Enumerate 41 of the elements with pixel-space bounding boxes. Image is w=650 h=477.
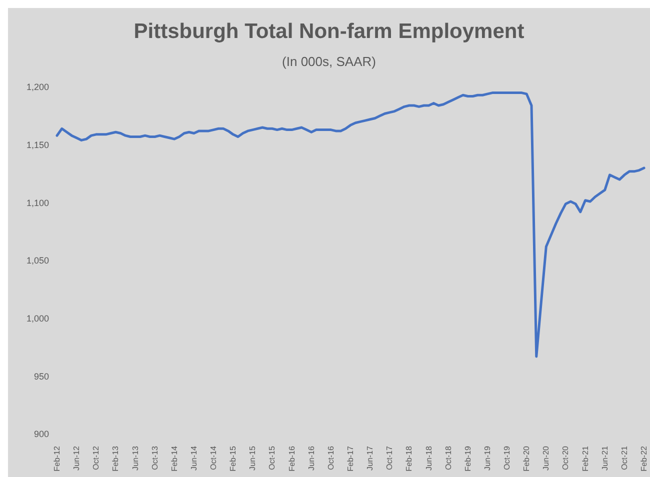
x-tick-label: Oct-21 — [620, 445, 629, 470]
x-tick-label: Jun-19 — [482, 445, 492, 470]
x-tick-label: Feb-19 — [463, 445, 472, 472]
x-tick-label: Oct-17 — [385, 445, 394, 470]
x-tick-label: Oct-18 — [444, 445, 453, 470]
chart-subtitle: (In 000s, SAAR) — [281, 54, 377, 70]
x-tick-label: Feb-22 — [640, 445, 648, 472]
x-tick-label: Feb-21 — [580, 445, 590, 472]
x-tick-label: Oct-15 — [268, 445, 277, 470]
x-tick-label: Oct-13 — [150, 445, 160, 470]
y-tick-label: 1,050 — [26, 256, 49, 266]
x-tick-label: Jun-20 — [542, 445, 551, 470]
y-tick-label: 1,100 — [26, 198, 49, 208]
x-tick-label: Jun-12 — [72, 445, 82, 470]
y-tick-label: 950 — [34, 371, 49, 382]
x-tick-label: Feb-18 — [404, 445, 414, 472]
x-tick-label: Oct-20 — [561, 445, 570, 470]
x-tick-label: Oct-14 — [209, 445, 218, 470]
x-tick-label: Jun-16 — [306, 445, 316, 470]
x-tick-label: Feb-20 — [522, 445, 532, 472]
x-tick-label: Feb-17 — [346, 445, 355, 472]
x-tick-label: Feb-14 — [170, 445, 179, 472]
x-tick-label: Jun-15 — [248, 445, 258, 470]
x-tick-label: Feb-13 — [111, 445, 120, 472]
x-tick-label: Jun-17 — [366, 445, 375, 470]
y-tick-label: 900 — [34, 429, 49, 440]
x-tick-label: Oct-16 — [326, 445, 336, 470]
y-tick-label: 1,000 — [26, 314, 49, 324]
x-tick-label: Feb-12 — [52, 445, 62, 472]
x-tick-label: Feb-16 — [287, 445, 296, 472]
x-tick-label: Oct-12 — [92, 445, 101, 470]
x-tick-label: Jun-21 — [600, 445, 610, 470]
y-tick-label: 1,150 — [26, 140, 49, 150]
x-tick-label: Jun-18 — [424, 445, 434, 470]
line-series — [56, 92, 646, 358]
x-tick-label: Jun-14 — [189, 445, 198, 470]
x-tick-label: Feb-15 — [228, 445, 238, 472]
chart-title: Pittsburgh Total Non-farm Employment — [132, 20, 526, 44]
x-tick-label: Jun-13 — [130, 445, 140, 470]
y-tick-label: 1,200 — [26, 82, 49, 92]
x-tick-label: Oct-19 — [502, 445, 512, 470]
